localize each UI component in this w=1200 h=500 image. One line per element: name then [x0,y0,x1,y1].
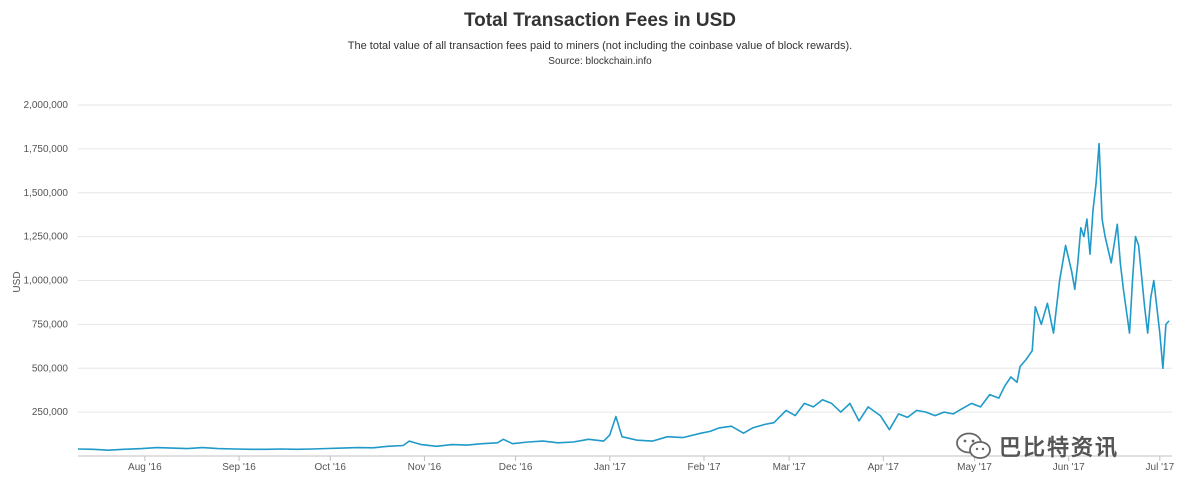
x-tick-label: Nov '16 [408,462,442,473]
watermark: 巴比特资讯 [955,428,1180,464]
y-tick-label: 250,000 [32,407,69,418]
x-tick-label: Aug '16 [128,462,162,473]
y-tick-label: 1,750,000 [24,144,69,155]
x-tick-label: Dec '16 [499,462,533,473]
y-tick-label: 1,500,000 [24,188,69,199]
y-tick-label: 750,000 [32,319,69,330]
y-axis-ticks: 250,000 500,000 750,000 1,000,000 1,250,000 1… [24,100,69,418]
x-tick-label: Mar '17 [773,462,806,473]
x-tick-label: Jul '17 [1146,462,1175,473]
x-tick-label: Apr '17 [868,462,900,473]
x-tick-label: Jan '17 [594,462,626,473]
x-tick-label: Jun '17 [1053,462,1085,473]
chart-subtitle: The total value of all transaction fees … [347,40,853,52]
y-tick-label: 1,000,000 [24,276,69,287]
y-tick-label: 2,000,000 [24,100,69,111]
x-tick-label: May '17 [957,462,992,473]
x-tick-label: Oct '16 [315,462,347,473]
y-axis-label: USD [12,271,23,292]
x-tick-label: Feb '17 [687,462,720,473]
y-tick-label: 500,000 [32,363,69,374]
chart-title: Total Transaction Fees in USD [463,10,737,31]
x-tick-label: Sep '16 [222,462,256,473]
series-line [77,142,1170,451]
wechat-icon [956,432,991,459]
grid-lines [78,104,1172,457]
chart-source: Source: blockchain.info [548,56,652,67]
x-axis-ticks: Aug '16 Sep '16 Oct '16 Nov '16 Dec '16 Jan '… [128,456,1175,473]
y-tick-label: 1,250,000 [24,232,69,243]
watermark-text: 巴比特资讯 [999,436,1120,461]
